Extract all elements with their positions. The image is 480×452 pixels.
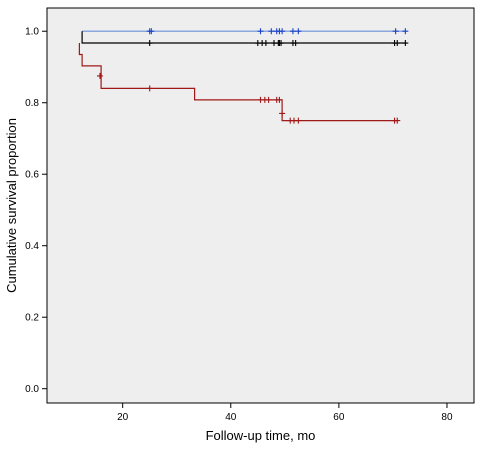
plot-area xyxy=(46,7,475,404)
y-axis-title: Cumulative survival proportion xyxy=(4,118,19,293)
series-2 xyxy=(81,31,409,47)
censor-mark xyxy=(295,117,302,124)
censor-mark xyxy=(394,40,401,47)
x-axis-title: Follow-up time, mo xyxy=(206,428,316,443)
series-layer xyxy=(78,28,409,124)
y-tick-label: 1.0 xyxy=(25,27,39,38)
x-axis: 20 40 60 80 xyxy=(117,403,453,423)
censor-mark xyxy=(289,28,296,35)
x-tick-label: 40 xyxy=(225,412,237,423)
x-tick-label: 20 xyxy=(117,412,129,423)
censor-mark xyxy=(402,40,409,47)
x-tick-label: 80 xyxy=(441,412,453,423)
censor-mark xyxy=(268,28,275,35)
censor-mark xyxy=(276,96,283,103)
series-3 xyxy=(78,43,401,124)
censor-mark xyxy=(295,28,302,35)
x-tick-label: 60 xyxy=(333,412,345,423)
series-1 xyxy=(82,28,409,35)
censor-mark xyxy=(279,28,286,35)
censor-mark xyxy=(392,28,399,35)
y-tick-label: 0.4 xyxy=(25,241,39,252)
series-3-line xyxy=(78,43,399,122)
censor-mark xyxy=(262,40,269,47)
censor-mark xyxy=(394,117,401,124)
censor-mark xyxy=(146,40,153,47)
censor-mark xyxy=(278,40,285,47)
censor-mark xyxy=(292,40,299,47)
censor-mark xyxy=(257,28,264,35)
y-tick-label: 0.6 xyxy=(25,170,39,181)
censor-mark xyxy=(148,28,155,35)
y-tick-label: 0.8 xyxy=(25,98,39,109)
y-tick-label: 0.2 xyxy=(25,313,39,324)
y-axis: 0.0 0.2 0.4 0.6 0.8 1.0 xyxy=(25,27,47,395)
censor-mark xyxy=(279,110,286,117)
censor-mark xyxy=(265,96,272,103)
censor-mark xyxy=(96,72,103,79)
censor-mark xyxy=(146,85,153,92)
y-tick-label: 0.0 xyxy=(25,384,39,395)
censor-mark xyxy=(402,28,409,35)
